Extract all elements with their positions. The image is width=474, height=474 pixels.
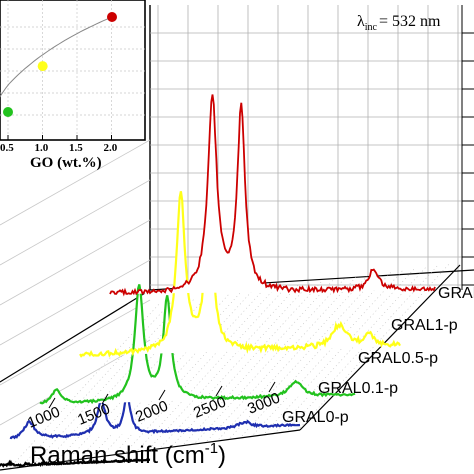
series-label: GRAL0.5-p [358,350,438,367]
spectrum-GRAL0.5-p [39,284,356,405]
x-axis-title: Raman shift (cm-1) [30,440,226,469]
spectrum-fill [80,191,400,356]
x-axis-title-close: ) [218,442,226,469]
perspective-grid-line [0,299,151,386]
x-tick [48,397,56,409]
lambda-subscript: inc [365,22,378,33]
spectrum-GRAL2-p [109,94,436,297]
floor-right-edge [299,264,461,431]
perspective-grid-line [0,139,151,226]
series-labels: GRAL0-p GRAL0.1-p GRAL0.5-p GRAL1-p GRAL [282,285,474,426]
inset-chart: 0.5 1.0 1.5 2.0 [0,0,146,154]
x-tick [268,381,276,393]
spectra-group [0,94,436,468]
x-tick [215,385,223,397]
inset-x-tick-label: 0.5 [0,142,14,154]
spectrum-line [39,284,356,405]
inset-frame [0,0,146,141]
perspective-grid-line [0,219,151,306]
floor-left-edge [0,289,151,383]
inset-x-tick-label: 2.0 [104,142,118,154]
perspective-grid-line [0,259,151,346]
series-label: GRAL [438,285,474,302]
x-axis-title-main: Raman shift (cm [30,442,205,469]
spectrum-line [9,391,301,440]
spectrum-GRAL1-p [79,191,401,358]
spectrum-fill [110,94,435,294]
inset-data-point [37,61,48,72]
excitation-annotation: λinc = 532 nm [357,13,441,33]
inset-x-tick-label: 1.0 [35,142,49,154]
spectrum-GRAL0.1-p [9,391,301,440]
x-axis-title-sup: -1 [205,440,218,457]
series-label: GRAL0-p [282,409,349,426]
inset-data-point [107,12,117,22]
inset-x-tick-label: 1.5 [69,142,83,154]
x-tick [158,389,166,401]
series-label: GRAL0.1-p [318,380,398,397]
spectrum-line [109,94,436,297]
lambda-symbol: λ [357,13,365,30]
series-label: GRAL1-p [391,317,458,334]
inset-data-point [3,107,13,117]
spectrum-line [79,191,401,358]
inset-fit-curve [0,16,113,98]
lambda-value: = 532 nm [379,13,441,30]
spectrum-GRAL0-p [0,457,151,468]
spectrum-line [0,457,151,468]
inset-x-axis-title: GO (wt.%) [30,155,102,171]
x-tick [101,393,109,405]
perspective-grid-line [0,179,151,266]
x-tick-label: 3000 [245,389,282,417]
